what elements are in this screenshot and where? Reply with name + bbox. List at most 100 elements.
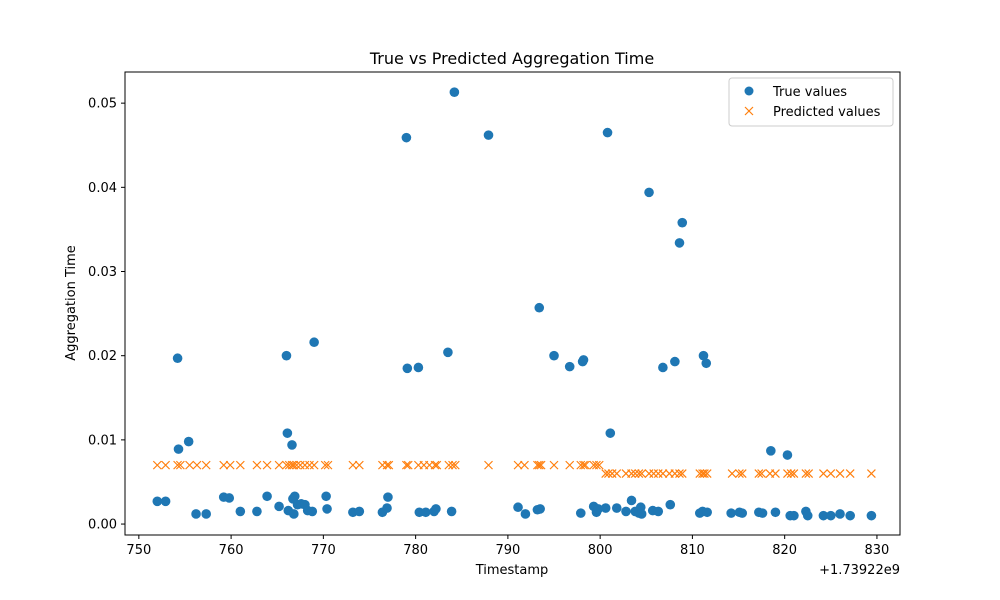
predicted-value-point xyxy=(192,460,202,470)
predicted-value-point xyxy=(309,460,319,470)
true-value-point xyxy=(802,510,813,521)
predicted-value-point xyxy=(377,460,387,470)
predicted-value-point xyxy=(737,469,747,478)
true-value-point xyxy=(653,506,664,517)
predicted-value-point xyxy=(604,469,613,478)
true-value-point xyxy=(520,509,531,519)
predicted-value-point xyxy=(801,469,811,478)
predicted-value-point xyxy=(536,460,546,470)
true-value-point xyxy=(835,509,845,519)
true-value-point xyxy=(665,499,676,510)
true-value-point xyxy=(766,446,776,456)
x-tick-label: 800 xyxy=(588,543,613,558)
true-value-point xyxy=(322,504,332,514)
predicted-value-point xyxy=(649,469,659,478)
predicted-value-point xyxy=(835,469,845,478)
predicted-value-point xyxy=(161,460,171,470)
x-axis-label: Timestamp xyxy=(475,563,549,578)
true-value-point xyxy=(602,127,613,138)
predicted-value-point xyxy=(173,460,183,470)
true-value-point xyxy=(644,187,654,198)
true-value-point xyxy=(636,509,647,519)
predicted-value-point xyxy=(670,469,680,478)
predicted-value-point xyxy=(627,469,636,478)
true-value-point xyxy=(621,506,631,517)
true-value-point xyxy=(726,508,736,518)
plot-frame xyxy=(124,71,901,536)
true-value-point xyxy=(698,350,709,361)
true-value-point xyxy=(593,504,604,514)
x-tick-label: 790 xyxy=(495,543,520,558)
predicted-value-point xyxy=(252,460,262,470)
predicted-value-point xyxy=(702,469,712,478)
x-tick-label: 780 xyxy=(403,543,428,558)
predicted-value-point xyxy=(699,469,709,478)
x-tick-label: 830 xyxy=(865,543,890,558)
true-value-point xyxy=(443,347,453,358)
predicted-value-point xyxy=(448,460,457,470)
predicted-value-point xyxy=(323,460,333,470)
true-value-point xyxy=(626,495,637,506)
legend: True values Predicted values xyxy=(728,77,894,127)
predicted-value-point xyxy=(580,460,590,470)
predicted-value-point xyxy=(612,469,622,478)
predicted-value-point xyxy=(579,460,588,470)
predicted-value-point xyxy=(757,469,767,478)
y-tick-label: 0.03 xyxy=(88,265,117,280)
predicted-value-point xyxy=(300,460,310,470)
predicted-value-point xyxy=(320,460,330,470)
true-value-point xyxy=(575,508,586,518)
true-value-point xyxy=(578,355,589,365)
true-value-point xyxy=(309,337,319,348)
predicted-value-point xyxy=(818,469,828,478)
y-tick-label: 0.04 xyxy=(88,181,117,196)
true-value-point xyxy=(287,440,297,450)
predicted-value-point xyxy=(520,460,529,470)
predicted-value-point xyxy=(534,460,544,470)
predicted-value-point xyxy=(450,460,460,470)
predicted-value-point xyxy=(201,460,211,470)
predicted-value-point xyxy=(532,460,542,470)
y-tick-label: 0.02 xyxy=(88,349,117,364)
predicted-value-point xyxy=(630,469,640,478)
true-value-point xyxy=(262,491,272,502)
predicted-value-point xyxy=(771,469,780,478)
plot-area: 750 760 770 780 790 800 810 820 830 0.00 0.01 0.02… xyxy=(88,71,901,558)
legend-marker-true-values xyxy=(744,86,754,96)
predicted-value-point xyxy=(292,460,302,470)
true-value-point xyxy=(402,363,413,374)
true-value-point xyxy=(201,509,211,519)
true-value-point xyxy=(354,506,365,517)
true-value-point xyxy=(431,504,441,514)
predicted-value-point xyxy=(607,469,617,478)
series-true-values xyxy=(152,87,877,521)
x-tick-label: 820 xyxy=(772,543,797,558)
true-value-point xyxy=(446,506,457,517)
true-value-point xyxy=(383,492,393,502)
predicted-value-point xyxy=(601,469,611,478)
predicted-value-point xyxy=(826,469,836,478)
predicted-value-point xyxy=(675,469,684,478)
true-value-point xyxy=(172,353,183,364)
x-tick-label: 770 xyxy=(311,543,336,558)
true-value-point xyxy=(535,504,545,514)
true-value-point xyxy=(605,428,616,438)
predicted-value-point xyxy=(225,460,235,470)
predicted-value-point xyxy=(727,469,737,478)
true-value-point xyxy=(183,436,194,447)
true-value-point xyxy=(191,509,201,519)
true-value-point xyxy=(701,358,712,369)
true-value-point xyxy=(564,361,575,372)
predicted-value-point xyxy=(754,469,764,478)
predicted-value-point xyxy=(354,460,364,470)
legend-label-predicted-values: Predicted values xyxy=(773,105,881,120)
x-axis-offset-label: +1.73922e9 xyxy=(819,563,900,578)
predicted-value-point xyxy=(289,460,299,470)
x-tick-label: 760 xyxy=(219,543,244,558)
true-value-point xyxy=(321,491,331,502)
predicted-value-point xyxy=(783,469,792,478)
predicted-value-point xyxy=(786,469,796,478)
predicted-value-point xyxy=(348,460,358,470)
true-value-point xyxy=(160,496,171,507)
predicted-value-point xyxy=(644,469,654,478)
